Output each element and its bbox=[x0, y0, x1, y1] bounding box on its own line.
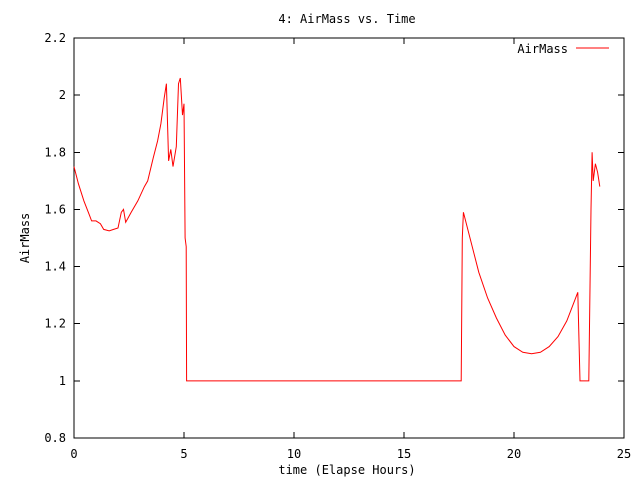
airmass-series-line bbox=[73, 77, 601, 382]
plot-frame bbox=[73, 37, 625, 439]
y-tick-label: 0.8 bbox=[44, 431, 66, 445]
series-layer bbox=[73, 77, 601, 382]
x-axis-label: time (Elapse Hours) bbox=[278, 463, 415, 477]
y-tick-label: 1.8 bbox=[44, 145, 66, 159]
y-tick-label: 1.2 bbox=[44, 317, 66, 331]
y-tick-label: 1.6 bbox=[44, 202, 66, 216]
legend: AirMass bbox=[517, 42, 609, 56]
y-tick-label: 2.2 bbox=[44, 31, 66, 45]
x-tick-label: 25 bbox=[617, 447, 631, 461]
x-tick-label: 0 bbox=[70, 447, 77, 461]
y-tick-label: 1.4 bbox=[44, 260, 66, 274]
legend-label: AirMass bbox=[517, 42, 568, 56]
x-tick-label: 10 bbox=[287, 447, 301, 461]
x-tick-label: 20 bbox=[507, 447, 521, 461]
y-tick-label: 1 bbox=[59, 374, 66, 388]
x-tick-label: 15 bbox=[397, 447, 411, 461]
chart-title: 4: AirMass vs. Time bbox=[278, 12, 415, 26]
x-tick-label: 5 bbox=[180, 447, 187, 461]
y-tick-label: 2 bbox=[59, 88, 66, 102]
x-axis-ticks: 0 5 10 15 20 25 bbox=[70, 38, 631, 461]
y-axis-ticks: 0.8 1 1.2 1.4 1.6 1.8 2 2.2 bbox=[44, 31, 624, 445]
y-axis-label: AirMass bbox=[18, 213, 32, 264]
